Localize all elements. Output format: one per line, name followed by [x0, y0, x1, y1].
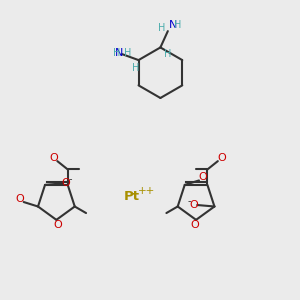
Text: N: N — [169, 20, 178, 30]
Text: Pt: Pt — [124, 190, 140, 202]
Text: O: O — [191, 220, 200, 230]
Text: O: O — [16, 194, 24, 204]
Text: O: O — [53, 220, 62, 230]
Text: O: O — [50, 153, 58, 163]
Text: O: O — [217, 153, 226, 163]
Text: O: O — [62, 178, 70, 188]
Text: ++: ++ — [138, 186, 155, 196]
Text: H: H — [113, 48, 121, 58]
Text: N: N — [114, 48, 123, 58]
Text: H: H — [124, 48, 132, 58]
Text: -: - — [68, 174, 72, 184]
Text: H: H — [174, 20, 181, 30]
Text: H: H — [132, 62, 139, 73]
Text: H: H — [164, 49, 172, 59]
Text: H: H — [158, 22, 165, 32]
Text: -: - — [188, 196, 191, 206]
Text: O: O — [189, 200, 198, 210]
Text: O: O — [199, 172, 207, 182]
